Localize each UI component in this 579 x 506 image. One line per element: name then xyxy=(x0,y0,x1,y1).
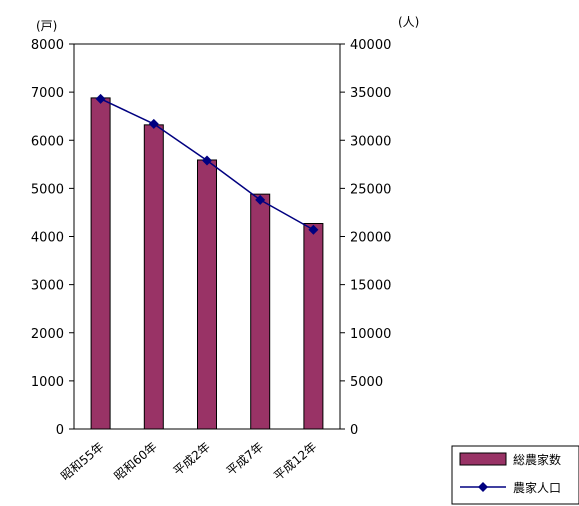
right-tick-label: 0 xyxy=(350,423,358,438)
category-labels: 昭和55年 昭和60年 平成2年 平成7年 平成12年 xyxy=(58,440,319,484)
line-point-marker xyxy=(95,93,106,104)
legend-bar-label: 総農家数 xyxy=(513,452,561,467)
left-tick-label: 5000 xyxy=(31,182,64,197)
line-series xyxy=(95,93,319,235)
category-label: 昭和60年 xyxy=(111,440,159,484)
right-tick-label: 30000 xyxy=(350,134,391,149)
bars xyxy=(90,97,324,430)
left-tick-label: 1000 xyxy=(31,375,64,390)
bar xyxy=(197,159,217,430)
right-tick-label: 10000 xyxy=(350,327,391,342)
right-tick-label: 25000 xyxy=(350,182,391,197)
left-tick-label: 7000 xyxy=(31,86,64,101)
legend-diamond-marker xyxy=(478,482,488,492)
line-point-marker xyxy=(202,155,212,166)
legend-line-label: 農家人口 xyxy=(513,480,561,495)
bar xyxy=(250,193,271,430)
bar xyxy=(303,223,324,430)
left-tick-label: 2000 xyxy=(31,327,64,342)
category-label: 平成2年 xyxy=(170,440,212,479)
right-tick-label: 35000 xyxy=(350,86,391,101)
category-label: 平成7年 xyxy=(224,440,266,479)
right-tick-label: 40000 xyxy=(350,38,391,53)
left-tick-label: 0 xyxy=(56,423,64,438)
right-axis-ticks: 0 5000 10000 15000 20000 25000 30000 35000 40000 xyxy=(340,38,391,438)
left-tick-label: 3000 xyxy=(31,279,64,294)
legend-bar-swatch xyxy=(459,452,507,466)
category-label: 昭和55年 xyxy=(58,440,106,484)
right-axis-unit: (人) xyxy=(398,15,419,29)
left-tick-label: 4000 xyxy=(31,231,64,246)
line-point-marker xyxy=(148,118,159,129)
right-tick-label: 5000 xyxy=(350,375,383,390)
line-point-marker xyxy=(308,224,319,235)
line-point-marker xyxy=(255,194,266,205)
bar xyxy=(143,124,164,430)
left-axis-ticks: 0 1000 2000 3000 4000 5000 6000 7000 8000 xyxy=(31,38,74,438)
bar xyxy=(90,97,111,430)
left-tick-label: 6000 xyxy=(31,134,64,149)
left-axis-unit: (戸) xyxy=(36,19,57,33)
category-label: 平成12年 xyxy=(271,440,319,484)
right-tick-label: 15000 xyxy=(350,279,391,294)
right-tick-label: 20000 xyxy=(350,231,391,246)
legend: 総農家数 農家人口 xyxy=(451,445,579,505)
left-tick-label: 8000 xyxy=(31,38,64,53)
